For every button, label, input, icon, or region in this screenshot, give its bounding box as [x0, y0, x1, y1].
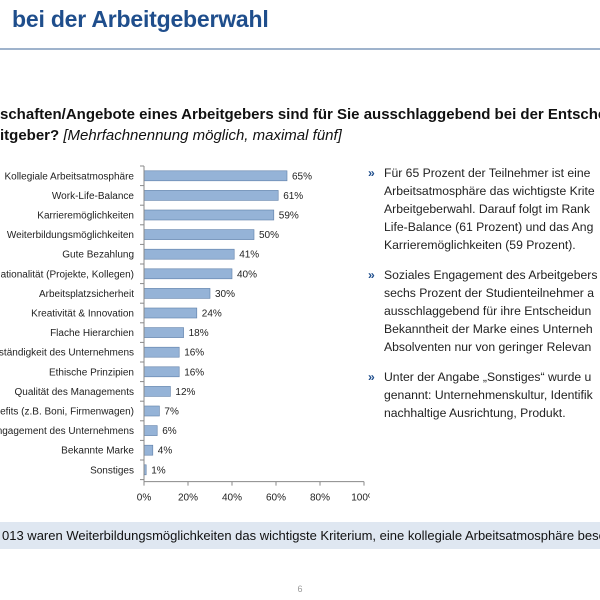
x-tick-label: 40% [222, 493, 242, 504]
category-label: ationalität (Projekte, Kollegen) [1, 269, 134, 280]
category-label: Qualität des Managements [14, 387, 134, 398]
bullet-marker: » [368, 166, 375, 180]
data-label: 4% [158, 446, 173, 457]
category-label: Sonstiges [90, 465, 134, 476]
data-label: 30% [215, 289, 235, 300]
data-label: 40% [237, 269, 257, 280]
bar [143, 268, 233, 280]
data-label: 50% [259, 230, 279, 241]
bar [143, 386, 171, 397]
category-label: Arbeitsplatzsicherheit [39, 289, 134, 300]
question-line-2: itgeber? [Mehrfachnennung möglich, maxim… [0, 125, 600, 146]
bullet-item: » Unter der Angabe „Sonstiges“ wurde u gen… [368, 368, 600, 422]
bullet-text-line: Soziales Engagement des Arbeitgebers [384, 268, 598, 282]
category-label: Kollegiale Arbeitsatmosphäre [4, 171, 134, 182]
bar [143, 327, 184, 338]
footer-note: 013 waren Weiterbildungsmöglichkeiten da… [0, 522, 600, 549]
bullet-text-line: Life-Balance (61 Prozent) und das Ang [384, 220, 594, 234]
bullet-text-line: Bekanntheit der Marke eines Unterneh [384, 322, 593, 336]
bar [143, 209, 275, 221]
bar [143, 425, 158, 436]
bar [143, 366, 180, 378]
question-text-end: itgeber? [0, 127, 60, 144]
category-label: ngagement des Unternehmens [0, 426, 134, 437]
x-tick-label: 60% [266, 493, 286, 504]
bullet-text-line: genannt: Unternehmenskultur, Identifik [384, 388, 593, 402]
category-label: Bekannte Marke [61, 446, 134, 457]
category-label: Work-Life-Balance [52, 191, 135, 202]
data-label: 59% [279, 211, 299, 222]
survey-question: schaften/Angebote eines Arbeitgebers sin… [0, 104, 600, 146]
question-line-1: schaften/Angebote eines Arbeitgebers sin… [0, 106, 600, 123]
data-label: 1% [151, 465, 166, 476]
bullet-text-line: ausschlaggebend für ihre Entscheidun [384, 304, 592, 318]
x-tick-label: 100% [351, 493, 370, 504]
bullet-item: » Für 65 Prozent der Teilnehmer ist eine A… [368, 164, 600, 254]
question-note: [Mehrfachnennung möglich, maximal fünf] [63, 127, 342, 144]
bullet-marker: » [368, 268, 375, 282]
data-label: 16% [184, 367, 204, 378]
data-label: 7% [164, 407, 179, 418]
data-label: 61% [283, 191, 303, 202]
bullet-text-line: Unter der Angabe „Sonstiges“ wurde u [384, 370, 592, 384]
bullet-text-line: sechs Prozent der Studienteilnehmer a [384, 286, 595, 300]
bullet-text-line: Karrieremöglichkeiten (59 Prozent). [384, 238, 576, 252]
data-label: 12% [175, 387, 195, 398]
x-tick-label: 80% [310, 493, 330, 504]
category-label: Gute Bezahlung [62, 250, 134, 261]
bullet-marker: » [368, 370, 375, 384]
data-label: 65% [292, 171, 312, 182]
bullet-text-line: Arbeitgeberwahl. Darauf folgt im Rank [384, 202, 590, 216]
title-divider [0, 48, 600, 50]
bullet-list: » Für 65 Prozent der Teilnehmer ist eine A… [368, 164, 600, 434]
category-label: Weiterbildungsmöglichkeiten [7, 230, 134, 241]
data-label: 18% [189, 328, 209, 339]
bar [143, 405, 160, 417]
bar [143, 307, 198, 319]
data-label: 41% [239, 250, 259, 261]
category-label: Kreativität & Innovation [31, 309, 134, 320]
category-label: ständigkeit des Unternehmens [0, 348, 134, 359]
x-tick-label: 20% [178, 493, 198, 504]
bar [143, 229, 255, 240]
data-label: 16% [184, 348, 204, 359]
bar [143, 444, 154, 456]
category-label: efits (z.B. Boni, Firmenwagen) [0, 407, 134, 418]
x-tick-label: 0% [137, 493, 152, 504]
bar [143, 248, 235, 260]
category-label: Karrieremöglichkeiten [37, 211, 134, 222]
category-label: Ethische Prinzipien [49, 367, 134, 378]
data-label: 24% [202, 309, 222, 320]
slide-title: bei der Arbeitgeberwahl [12, 6, 269, 32]
bar [143, 288, 211, 299]
bar-chart: Kollegiale Arbeitsatmosphäre 65% Work-Life… [0, 165, 370, 504]
bullet-text-line: Arbeitsatmosphäre das wichtigste Krite [384, 184, 595, 198]
bullet-item: » Soziales Engagement des Arbeitgebers sec… [368, 266, 600, 356]
bar [143, 170, 288, 182]
data-label: 6% [162, 426, 177, 437]
bar [143, 190, 279, 201]
page-number: 6 [297, 584, 303, 594]
bar [143, 346, 180, 358]
bullet-text-line: Absolventen nur von geringer Relevan [384, 340, 592, 354]
bullet-text-line: Für 65 Prozent der Teilnehmer ist eine [384, 166, 591, 180]
bullet-text-line: nachhaltige Ausrichtung, Produkt. [384, 406, 566, 420]
category-label: Flache Hierarchien [50, 328, 134, 339]
